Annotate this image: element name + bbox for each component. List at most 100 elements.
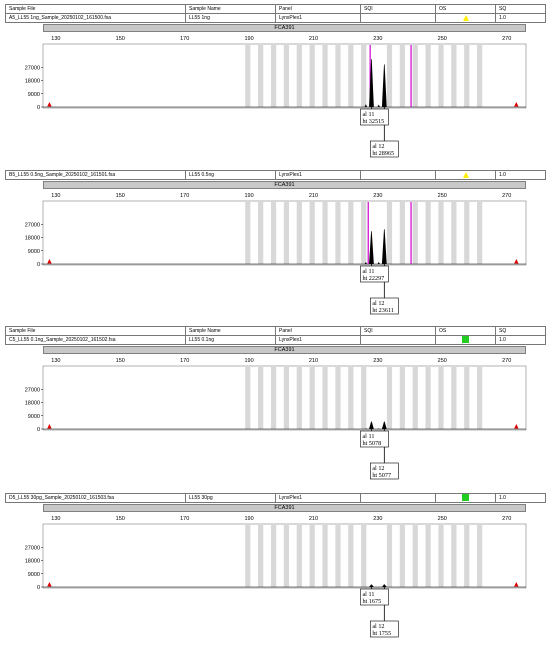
- allele-bin: [271, 367, 276, 429]
- allele-bin: [438, 202, 443, 264]
- x-tick-label: 210: [309, 358, 318, 364]
- allele-bin: [335, 367, 340, 429]
- allele-bin: [335, 525, 340, 587]
- marker-bar[interactable]: FCA391: [43, 181, 526, 189]
- allele-bin: [348, 45, 353, 107]
- marker-bar[interactable]: FCA391: [43, 24, 526, 32]
- sqi-cell: [361, 494, 436, 503]
- allele-bin: [426, 45, 431, 107]
- column-header-sq: SQ: [496, 327, 546, 336]
- marker-bar[interactable]: FCA391: [43, 504, 526, 512]
- column-header-panel: Panel: [276, 5, 361, 14]
- allele-bin: [438, 45, 443, 107]
- x-tick-label: 130: [51, 516, 60, 522]
- column-header-sqi: SQI: [361, 327, 436, 336]
- x-tick-label: 150: [116, 193, 125, 199]
- x-tick-label: 230: [373, 358, 382, 364]
- x-tick-label: 150: [116, 36, 125, 42]
- os-cell: [436, 336, 496, 345]
- x-tick-label: 270: [502, 36, 511, 42]
- x-tick-label: 270: [502, 516, 511, 522]
- sample-info-table: B5_LL55 0.5ng_Sample_20250102_161501.fsa…: [5, 170, 546, 180]
- x-tick-label: 130: [51, 358, 60, 364]
- peak-height-label: ht 23611: [372, 307, 394, 314]
- allele-bin: [322, 525, 327, 587]
- y-tick-label: 0: [37, 585, 40, 591]
- peak-height-label: ht 32515: [362, 118, 384, 125]
- marker-bar[interactable]: FCA391: [43, 346, 526, 354]
- allele-bin: [477, 45, 482, 107]
- sample-file-cell: C5_LL55 0.1ng_Sample_20250102_161502.fsa: [6, 336, 186, 345]
- y-tick-label: 9000: [28, 249, 40, 255]
- x-tick-label: 230: [373, 193, 382, 199]
- sqi-cell: [361, 336, 436, 345]
- allele-bin: [322, 202, 327, 264]
- column-header-sample-file: Sample File: [6, 327, 186, 336]
- y-tick-label: 18000: [25, 559, 40, 565]
- column-header-sample-file: Sample File: [6, 5, 186, 14]
- y-tick-label: 27000: [25, 387, 40, 393]
- peak-height-label: ht 28965: [372, 150, 394, 157]
- allele-bin: [258, 45, 263, 107]
- x-tick-label: 150: [116, 358, 125, 364]
- allele-bin: [387, 202, 392, 264]
- allele-bin: [322, 367, 327, 429]
- allele-bin: [297, 525, 302, 587]
- allele-bin: [284, 45, 289, 107]
- allele-call-label: al 12: [372, 623, 384, 630]
- column-header-sample-name: Sample Name: [186, 327, 276, 336]
- allele-bin: [413, 367, 418, 429]
- x-tick-label: 250: [438, 193, 447, 199]
- x-tick-label: 170: [180, 358, 189, 364]
- x-tick-label: 210: [309, 193, 318, 199]
- allele-bin: [310, 202, 315, 264]
- column-header-sqi: SQI: [361, 5, 436, 14]
- allele-bin: [284, 367, 289, 429]
- allele-bin: [464, 45, 469, 107]
- allele-bin: [335, 45, 340, 107]
- allele-bin: [464, 367, 469, 429]
- allele-bin: [271, 525, 276, 587]
- column-header-sample-name: Sample Name: [186, 5, 276, 14]
- x-tick-label: 130: [51, 36, 60, 42]
- os-cell: [436, 14, 496, 23]
- allele-bin: [413, 202, 418, 264]
- allele-call-label: al 11: [362, 433, 374, 440]
- sq-cell: 1.0: [496, 14, 546, 23]
- column-header-os: OS: [436, 327, 496, 336]
- panel-cell: LynxPlex1: [276, 336, 361, 345]
- peak-height-label: ht 22297: [362, 275, 384, 282]
- panel-cell: LynxPlex1: [276, 171, 361, 180]
- x-tick-label: 190: [244, 516, 253, 522]
- sample-file-cell: B5_LL55 0.5ng_Sample_20250102_161501.fsa: [6, 171, 186, 180]
- allele-bin: [451, 45, 456, 107]
- x-tick-label: 210: [309, 516, 318, 522]
- allele-bin: [361, 525, 366, 587]
- allele-bin: [400, 202, 405, 264]
- sample-row[interactable]: C5_LL55 0.1ng_Sample_20250102_161502.fsa…: [6, 336, 546, 345]
- y-tick-label: 27000: [25, 65, 40, 71]
- allele-call-label: al 12: [372, 300, 384, 307]
- allele-bin: [438, 367, 443, 429]
- peak-height-label: ht 1755: [372, 630, 391, 637]
- sample-row[interactable]: B5_LL55 0.5ng_Sample_20250102_161501.fsa…: [6, 171, 546, 180]
- os-cell: [436, 171, 496, 180]
- allele-call-label: al 11: [362, 111, 374, 118]
- allele-bin: [245, 367, 250, 429]
